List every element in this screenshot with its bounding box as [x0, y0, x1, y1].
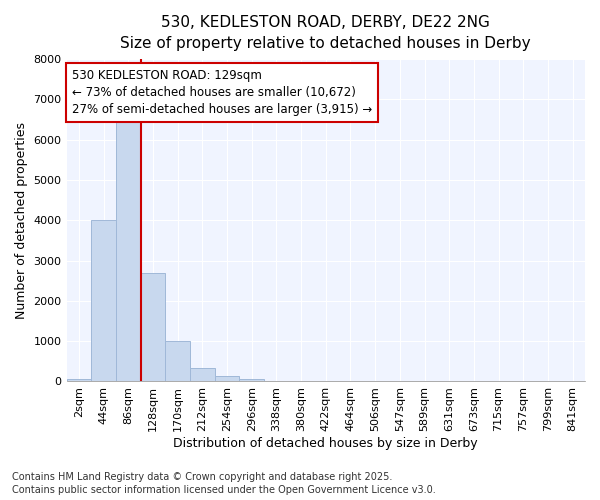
Y-axis label: Number of detached properties: Number of detached properties	[15, 122, 28, 319]
Bar	[215, 376, 239, 382]
Bar	[116, 116, 140, 382]
X-axis label: Distribution of detached houses by size in Derby: Distribution of detached houses by size …	[173, 437, 478, 450]
Text: 530 KEDLESTON ROAD: 129sqm
← 73% of detached houses are smaller (10,672)
27% of : 530 KEDLESTON ROAD: 129sqm ← 73% of deta…	[72, 69, 372, 116]
Bar	[91, 220, 116, 382]
Title: 530, KEDLESTON ROAD, DERBY, DE22 2NG
Size of property relative to detached house: 530, KEDLESTON ROAD, DERBY, DE22 2NG Siz…	[121, 15, 531, 51]
Bar	[165, 341, 190, 382]
Bar	[190, 368, 215, 382]
Bar	[67, 380, 91, 382]
Text: Contains HM Land Registry data © Crown copyright and database right 2025.
Contai: Contains HM Land Registry data © Crown c…	[12, 472, 436, 495]
Bar	[140, 272, 165, 382]
Bar	[239, 380, 264, 382]
